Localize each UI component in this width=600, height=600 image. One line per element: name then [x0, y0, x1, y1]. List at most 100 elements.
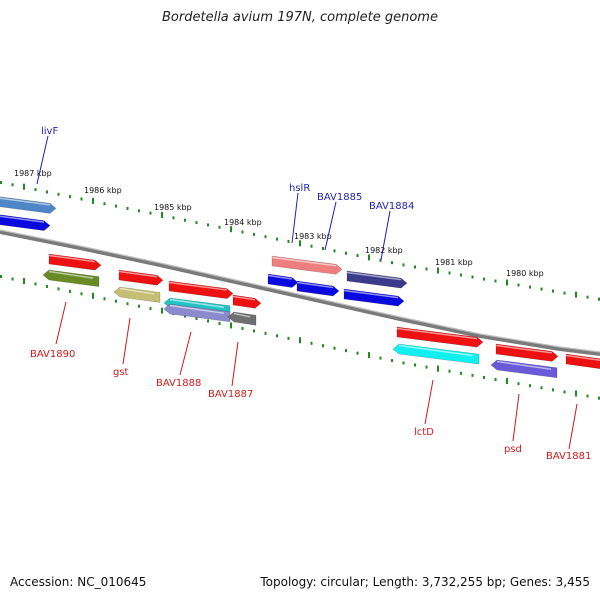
scale-dot [184, 218, 186, 222]
gene-arrow-top-left-blue [0, 214, 51, 231]
scale-dot [460, 273, 462, 277]
scale-dot [103, 202, 106, 206]
gene-arrow-BAV1884-b-body [343, 288, 405, 307]
gene-arrow-BAV1890-b-shine [48, 270, 94, 279]
scale-dot [23, 277, 25, 284]
gene-arrow-psd-b-body [490, 359, 558, 379]
scale-dot [402, 263, 405, 267]
scale-dot [253, 232, 255, 236]
gene-arrow-lctD-a-shine [396, 327, 478, 340]
scale-dot [483, 277, 485, 281]
gene-arrow-hslR-shine [271, 256, 337, 267]
leader-livF [36, 135, 49, 185]
leader-BAV1881 [568, 403, 578, 450]
gene-arrow-BAV1887-b [227, 311, 257, 326]
scale-dot [379, 258, 382, 262]
scale-dot [299, 240, 301, 247]
scale-dot [57, 192, 60, 196]
gene-arrow-BAV1884-a-body [346, 270, 408, 289]
gene-arrow-BAV1881-shine [565, 354, 600, 361]
scale-dot [333, 249, 336, 253]
gene-arrow-livF-shine [0, 197, 51, 206]
gene-arrow-BAV1890-a-shine [48, 254, 96, 263]
gene-arrow-gst-a [118, 269, 164, 286]
gene-arrow-livF-body [0, 196, 57, 214]
scale-dot [230, 226, 232, 233]
scale-dot [414, 363, 416, 367]
gene-label-hslR: hslR [289, 183, 310, 194]
scale-dot [333, 346, 336, 350]
chromosome-backbone [0, 230, 600, 356]
kbp-label-1986: 1986 kbp [84, 186, 122, 195]
scale-dot [598, 297, 600, 301]
scale-dot [563, 390, 566, 394]
gene-label-gst: gst [113, 367, 129, 378]
leader-BAV1884 [380, 210, 391, 261]
gene-arrow-BAV1881 [565, 353, 600, 370]
gene-label-livF: livF [41, 126, 58, 137]
gene-arrow-BAV1887-a [232, 294, 262, 309]
gene-arrow-lctD-b-shine [398, 344, 474, 357]
gene-arrow-psd-a-shine [495, 344, 553, 354]
kbp-label-1983: 1983 kbp [294, 232, 332, 241]
leader-lctD [424, 379, 434, 425]
scale-dot [92, 292, 94, 299]
scale-dot [207, 223, 209, 227]
scale-dot [552, 289, 554, 293]
scale-dot [540, 386, 543, 390]
scale-dot [425, 267, 428, 271]
scale-dot [471, 275, 474, 279]
scale-dot [322, 247, 324, 251]
scale-dot [402, 361, 405, 365]
scale-dot [241, 230, 244, 234]
scale-dot [471, 373, 474, 377]
gene-arrow-BAV1885-b-shine [296, 281, 334, 289]
gene-arrow-gst-b [113, 286, 161, 303]
gene-arrow-BAV1884-b-shine [343, 289, 399, 299]
scale-dot [586, 295, 589, 299]
gene-arrow-BAV1888-a [168, 280, 234, 299]
gene-arrow-BAV1885-b-body [296, 280, 340, 297]
scale-dot [586, 394, 589, 398]
scale-dot [103, 297, 106, 301]
gene-labels: livF hslR BAV1885 BAV1884 BAV1890 gst BA… [30, 126, 591, 462]
scale-dot [57, 287, 60, 291]
scale-dot [391, 261, 393, 265]
gene-arrow-BAV1888-b-shine [169, 298, 225, 309]
bottom-scale-dots [0, 275, 600, 400]
scale-dot [287, 239, 290, 243]
gene-arrow-hslR-body [271, 255, 343, 275]
scale-dot [552, 388, 554, 392]
scale-dot [218, 321, 221, 325]
gene-arrow-BAV1885-a [267, 273, 299, 288]
gene-label-BAV1888: BAV1888 [156, 378, 201, 389]
scale-dot [115, 204, 117, 208]
kbp-label-1981: 1981 kbp [435, 258, 473, 267]
scale-dot [46, 284, 48, 288]
scale-dot [230, 322, 232, 329]
gene-arrow-gst-a-body [118, 269, 164, 286]
scale-dot [138, 209, 140, 213]
gene-arrow-gst-b-body [113, 286, 161, 303]
scale-dot [34, 188, 37, 192]
gene-arrow-lctD-a-body [396, 326, 484, 348]
scale-dot [483, 375, 485, 379]
gene-label-lctD: lctD [414, 427, 434, 438]
scale-dot [517, 283, 520, 287]
scale-dot [345, 251, 347, 255]
gene-arrow-gst-a-shine [118, 270, 158, 278]
gene-arrow-BAV1887-a-shine [232, 295, 256, 301]
leader-BAV1887 [231, 341, 239, 387]
scale-dot [149, 307, 152, 311]
scale-dot [11, 277, 14, 281]
gene-arrow-BAV1887-a-body [232, 294, 262, 309]
gene-arrow-BAV1888-c-body [163, 303, 231, 323]
scale-dot [207, 319, 209, 323]
scale-dot [195, 221, 198, 225]
gene-arrow-livF [0, 196, 57, 214]
scale-dot [149, 211, 152, 215]
gene-arrow-psd-b [490, 359, 558, 379]
scale-dot [126, 206, 129, 210]
scale-dot [494, 378, 497, 382]
accession-text: Accession: NC_010645 [10, 575, 147, 589]
